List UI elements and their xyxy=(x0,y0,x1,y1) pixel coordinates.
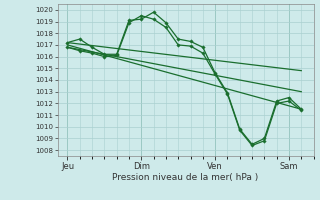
X-axis label: Pression niveau de la mer( hPa ): Pression niveau de la mer( hPa ) xyxy=(112,173,259,182)
